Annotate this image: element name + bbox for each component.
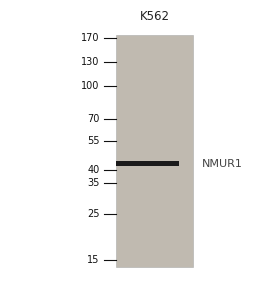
Bar	[116, 35, 193, 267]
Text: 15: 15	[87, 255, 99, 265]
Text: 25: 25	[87, 208, 99, 218]
Text: 35: 35	[87, 178, 99, 188]
Text: 40: 40	[87, 165, 99, 176]
Text: 100: 100	[81, 81, 99, 92]
Text: 130: 130	[81, 57, 99, 67]
Text: 70: 70	[87, 114, 99, 124]
Text: 55: 55	[87, 136, 99, 146]
Text: NMUR1: NMUR1	[201, 159, 242, 169]
Bar	[116, 161, 179, 167]
Text: 170: 170	[81, 33, 99, 43]
Text: K562: K562	[140, 10, 169, 23]
